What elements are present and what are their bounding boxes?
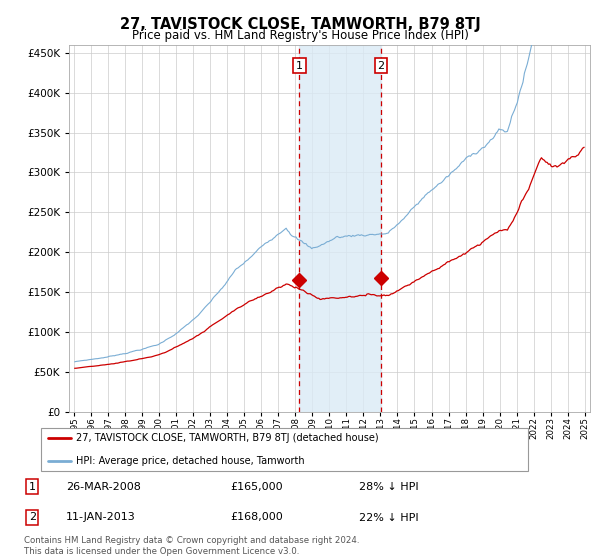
Text: 2: 2 xyxy=(29,512,36,522)
Text: Contains HM Land Registry data © Crown copyright and database right 2024.
This d: Contains HM Land Registry data © Crown c… xyxy=(24,536,359,556)
Text: 22% ↓ HPI: 22% ↓ HPI xyxy=(359,512,418,522)
Text: 28% ↓ HPI: 28% ↓ HPI xyxy=(359,482,418,492)
Text: £165,000: £165,000 xyxy=(230,482,283,492)
Bar xyxy=(299,45,381,412)
Text: £168,000: £168,000 xyxy=(230,512,283,522)
Text: 11-JAN-2013: 11-JAN-2013 xyxy=(66,512,136,522)
Text: HPI: Average price, detached house, Tamworth: HPI: Average price, detached house, Tamw… xyxy=(76,456,305,466)
FancyBboxPatch shape xyxy=(41,427,527,472)
Text: 1: 1 xyxy=(29,482,36,492)
Text: 2: 2 xyxy=(377,60,385,71)
Text: 26-MAR-2008: 26-MAR-2008 xyxy=(66,482,141,492)
Text: 27, TAVISTOCK CLOSE, TAMWORTH, B79 8TJ: 27, TAVISTOCK CLOSE, TAMWORTH, B79 8TJ xyxy=(119,17,481,32)
Text: Price paid vs. HM Land Registry's House Price Index (HPI): Price paid vs. HM Land Registry's House … xyxy=(131,29,469,42)
Text: 27, TAVISTOCK CLOSE, TAMWORTH, B79 8TJ (detached house): 27, TAVISTOCK CLOSE, TAMWORTH, B79 8TJ (… xyxy=(76,433,379,444)
Text: 1: 1 xyxy=(296,60,303,71)
